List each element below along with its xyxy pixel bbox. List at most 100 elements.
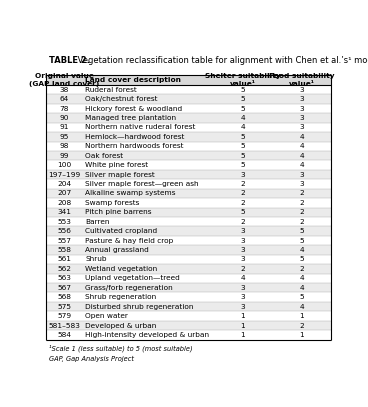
Text: 562: 562	[57, 266, 71, 272]
Text: 95: 95	[60, 134, 69, 140]
Bar	[46, 274, 331, 283]
Text: 5: 5	[300, 256, 304, 263]
Text: Shrub: Shrub	[85, 256, 107, 263]
Text: 2: 2	[300, 322, 304, 328]
Text: Cultivated cropland: Cultivated cropland	[85, 228, 157, 234]
Text: 5: 5	[240, 105, 245, 112]
Text: 4: 4	[240, 125, 245, 130]
Bar	[46, 245, 331, 255]
Text: 3: 3	[300, 181, 304, 187]
Text: 4: 4	[300, 304, 304, 310]
Text: 557: 557	[57, 238, 71, 244]
Text: 5: 5	[300, 238, 304, 244]
Text: 581–583: 581–583	[49, 322, 81, 328]
Text: Ruderal forest: Ruderal forest	[85, 87, 137, 93]
Text: Swamp forests: Swamp forests	[85, 200, 139, 206]
Text: 204: 204	[57, 181, 72, 187]
Text: Food suitability
value¹: Food suitability value¹	[269, 73, 335, 87]
Bar	[46, 123, 331, 132]
Bar	[46, 330, 331, 340]
Text: Land cover description: Land cover description	[85, 77, 181, 83]
Bar	[46, 293, 331, 302]
Text: 3: 3	[300, 105, 304, 112]
Text: 568: 568	[57, 294, 71, 300]
Bar	[46, 179, 331, 189]
Text: Original value
(GAP land cover): Original value (GAP land cover)	[29, 73, 100, 87]
Text: 3: 3	[240, 171, 245, 177]
Text: 3: 3	[240, 247, 245, 253]
Text: 1: 1	[300, 313, 304, 319]
Text: 3: 3	[240, 228, 245, 234]
Text: 1: 1	[300, 332, 304, 338]
Text: 5: 5	[240, 96, 245, 102]
Text: 3: 3	[240, 238, 245, 244]
Bar	[46, 255, 331, 264]
Text: 5: 5	[300, 294, 304, 300]
Bar	[46, 113, 331, 123]
Text: 3: 3	[240, 285, 245, 291]
Text: 78: 78	[60, 105, 69, 112]
Text: 2: 2	[240, 181, 245, 187]
Text: Managed tree plantation: Managed tree plantation	[85, 115, 176, 121]
Text: 556: 556	[58, 228, 71, 234]
Bar	[46, 151, 331, 160]
Text: Pasture & hay field crop: Pasture & hay field crop	[85, 238, 173, 244]
Text: 4: 4	[300, 247, 304, 253]
Bar	[46, 132, 331, 142]
Bar	[46, 321, 331, 330]
Text: ¹Scale 1 (less suitable) to 5 (most suitable): ¹Scale 1 (less suitable) to 5 (most suit…	[49, 344, 192, 352]
Bar	[46, 311, 331, 321]
Text: 2: 2	[300, 266, 304, 272]
Text: 1: 1	[240, 322, 245, 328]
Text: 3: 3	[240, 256, 245, 263]
Text: 4: 4	[300, 285, 304, 291]
Text: Annual grassland: Annual grassland	[85, 247, 149, 253]
Text: Northern hardwoods forest: Northern hardwoods forest	[85, 143, 184, 149]
Text: 563: 563	[58, 276, 71, 281]
Text: 558: 558	[57, 247, 71, 253]
Text: 38: 38	[60, 87, 69, 93]
Text: 2: 2	[300, 209, 304, 215]
Text: 5: 5	[240, 143, 245, 149]
Text: Developed & urban: Developed & urban	[85, 322, 156, 328]
Text: Oak/chestnut forest: Oak/chestnut forest	[85, 96, 158, 102]
Text: 2: 2	[300, 219, 304, 225]
Text: 64: 64	[60, 96, 69, 102]
Text: Silver maple forest—green ash: Silver maple forest—green ash	[85, 181, 199, 187]
Text: 3: 3	[300, 87, 304, 93]
Text: 1: 1	[240, 313, 245, 319]
Text: 2: 2	[240, 190, 245, 197]
Text: 341: 341	[57, 209, 71, 215]
Text: Northern native ruderal forest: Northern native ruderal forest	[85, 125, 195, 130]
Text: 553: 553	[58, 219, 71, 225]
Text: 197–199: 197–199	[49, 171, 81, 177]
Text: Oak forest: Oak forest	[85, 153, 123, 159]
Bar	[46, 104, 331, 113]
Text: Shrub regeneration: Shrub regeneration	[85, 294, 156, 300]
Text: 4: 4	[240, 276, 245, 281]
Text: 91: 91	[60, 125, 69, 130]
Text: 5: 5	[240, 87, 245, 93]
Text: 2: 2	[240, 219, 245, 225]
Text: 5: 5	[240, 134, 245, 140]
Text: 5: 5	[300, 228, 304, 234]
Text: GAP, Gap Analysis Project: GAP, Gap Analysis Project	[49, 356, 134, 362]
Bar	[46, 236, 331, 245]
Text: Wetland vegetation: Wetland vegetation	[85, 266, 158, 272]
Bar	[46, 264, 331, 274]
Text: 4: 4	[300, 143, 304, 149]
Text: 4: 4	[300, 153, 304, 159]
Text: 4: 4	[300, 162, 304, 168]
Text: Pitch pine barrens: Pitch pine barrens	[85, 209, 152, 215]
Text: Grass/forb regeneration: Grass/forb regeneration	[85, 285, 173, 291]
Bar	[46, 208, 331, 217]
Text: 561: 561	[57, 256, 71, 263]
Text: 5: 5	[240, 209, 245, 215]
Text: 2: 2	[240, 266, 245, 272]
Text: 567: 567	[57, 285, 71, 291]
Bar	[46, 198, 331, 208]
Text: 3: 3	[240, 294, 245, 300]
Bar	[46, 189, 331, 198]
Text: 208: 208	[57, 200, 72, 206]
Text: TABLE 2.: TABLE 2.	[49, 56, 90, 65]
